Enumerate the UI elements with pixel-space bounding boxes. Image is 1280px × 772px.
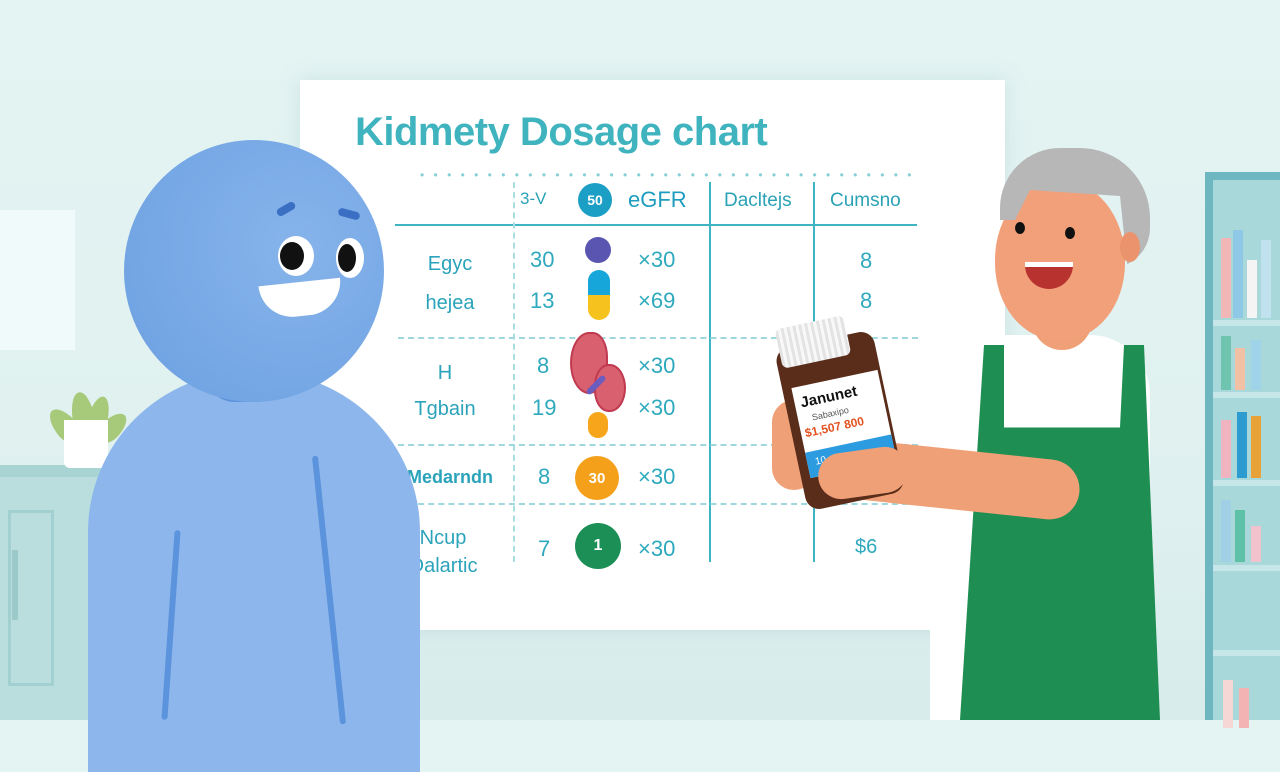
medicine-shelf: [1205, 172, 1280, 728]
column-divider-2: [709, 182, 711, 562]
row-value: 19: [532, 395, 557, 420]
row-label: Medarndn: [406, 467, 493, 487]
right-eye-icon: [336, 238, 364, 278]
row-value: 7: [538, 536, 551, 561]
row-col3: 8: [860, 248, 873, 273]
row-dose: ×30: [638, 536, 676, 561]
row-dose: ×69: [638, 288, 676, 313]
row-divider: [398, 337, 918, 339]
bottle-brand: Janunet: [798, 382, 859, 412]
row-col3: $6: [855, 536, 878, 558]
plant-pot: [64, 420, 108, 468]
background-window: [0, 210, 75, 350]
row-divider: [398, 444, 918, 446]
orange-badge-text: 30: [588, 469, 606, 487]
row-dose: ×30: [638, 353, 676, 378]
green-badge-text: 1: [593, 537, 603, 554]
egfr-badge-text: 50: [587, 192, 603, 208]
pharmacist-left-eye: [1015, 222, 1025, 234]
header-egfr: eGFR: [628, 187, 687, 212]
column-divider-1: [513, 182, 515, 562]
row-label: Tgbain: [414, 398, 476, 420]
blue-figure-body: [88, 372, 420, 772]
pharmacist-right-eye: [1065, 227, 1075, 239]
row-dose: ×30: [638, 247, 676, 272]
left-eye-icon: [278, 236, 314, 276]
orange-badge-icon: 30: [575, 456, 619, 500]
orange-pill-icon: [588, 412, 608, 438]
header-col1-prefix: 3-V: [520, 189, 547, 208]
header-divider: [395, 224, 917, 226]
header-col3: Cumsno: [830, 190, 901, 211]
row-dose: ×30: [638, 464, 676, 489]
row-dose: ×30: [638, 395, 676, 420]
row-label: hejea: [425, 292, 475, 314]
egfr-badge: 50: [578, 183, 612, 217]
counter-cabinet-door: [8, 510, 54, 686]
row-label: Ncup Oalartic: [408, 527, 478, 577]
row-value: 8: [537, 353, 550, 378]
row-label: Egyc: [427, 253, 473, 275]
kidney-icon: [570, 332, 626, 412]
row-value: 8: [538, 464, 551, 489]
pharmacist-ear: [1120, 232, 1140, 262]
row-divider: [398, 503, 918, 505]
pill-round-icon: [585, 237, 611, 263]
row-col3: 8: [860, 288, 873, 313]
green-badge-icon: 1: [575, 523, 621, 569]
chart-subtitle-garbled: • • • • • • • • • • • • • • • • • • • • …: [420, 168, 915, 182]
header-col2: Dacltejs: [724, 190, 792, 211]
capsule-icon: [588, 270, 610, 320]
row-label: H: [437, 362, 453, 384]
row-value: 30: [530, 247, 555, 272]
cabinet-handle: [12, 550, 18, 620]
row-value: 13: [530, 288, 555, 313]
chart-title: Kidmety Dosage chart: [355, 110, 768, 154]
